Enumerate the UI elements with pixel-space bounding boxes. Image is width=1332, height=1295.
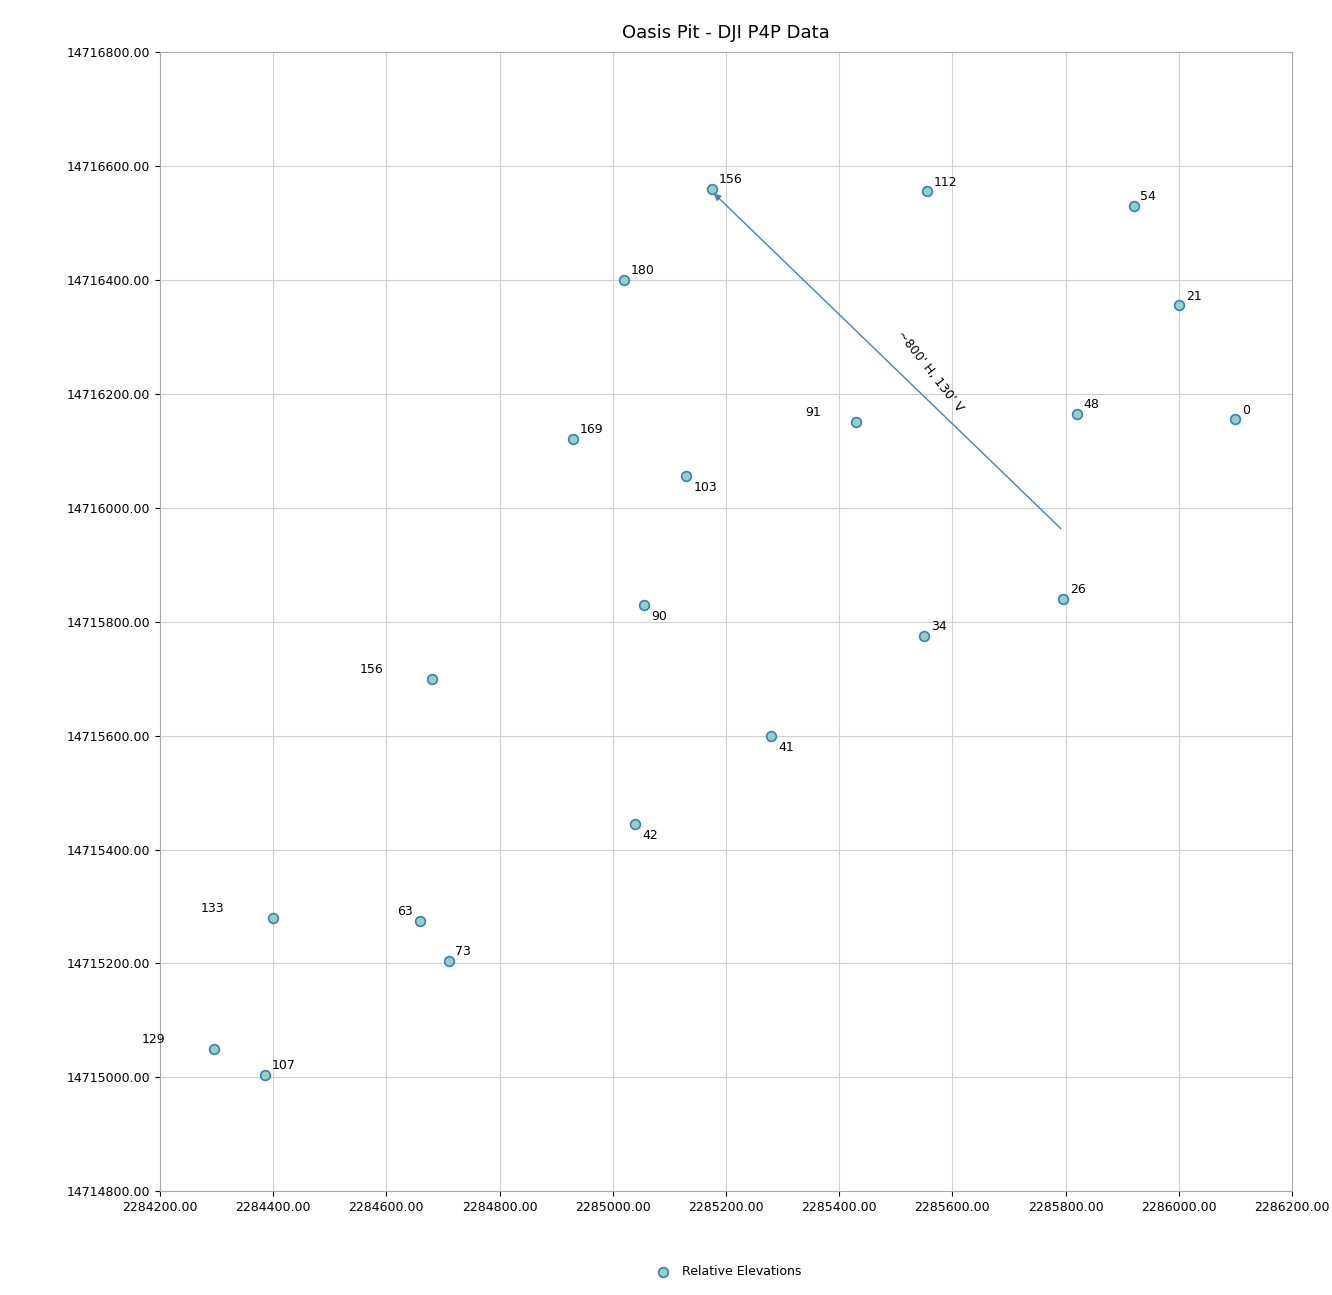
Point: [1067, 403, 1088, 423]
Text: 156: 156: [719, 172, 742, 185]
Text: 26: 26: [1070, 583, 1086, 596]
Text: 48: 48: [1084, 398, 1100, 411]
Point: [262, 908, 284, 929]
Text: 0: 0: [1243, 404, 1251, 417]
Legend: Relative Elevations: Relative Elevations: [646, 1260, 806, 1283]
Text: 180: 180: [631, 264, 655, 277]
Text: 112: 112: [934, 176, 958, 189]
Point: [1168, 295, 1189, 316]
Point: [614, 269, 635, 290]
Text: 133: 133: [201, 903, 225, 916]
Point: [916, 181, 938, 202]
Text: 54: 54: [1140, 190, 1156, 203]
Text: 156: 156: [360, 663, 384, 676]
Point: [410, 910, 432, 931]
Title: Oasis Pit - DJI P4P Data: Oasis Pit - DJI P4P Data: [622, 23, 830, 41]
Point: [625, 813, 646, 834]
Point: [1123, 196, 1144, 216]
Text: 21: 21: [1185, 290, 1201, 303]
Text: 107: 107: [272, 1059, 296, 1072]
Point: [438, 951, 460, 971]
Text: 91: 91: [806, 407, 822, 420]
Text: 42: 42: [642, 829, 658, 842]
Text: 73: 73: [456, 945, 472, 958]
Text: 34: 34: [931, 620, 947, 633]
Point: [761, 725, 782, 746]
Point: [562, 429, 583, 449]
Text: ~800' H, 130' V: ~800' H, 130' V: [894, 328, 966, 414]
Text: 90: 90: [651, 610, 667, 623]
Point: [1225, 409, 1247, 430]
Point: [701, 179, 722, 199]
Text: 103: 103: [693, 482, 717, 495]
Point: [675, 466, 697, 487]
Text: 41: 41: [778, 741, 794, 754]
Point: [914, 625, 935, 646]
Text: 169: 169: [579, 423, 603, 436]
Point: [846, 412, 867, 433]
Point: [202, 1039, 224, 1059]
Point: [633, 594, 654, 615]
Point: [421, 668, 442, 689]
Text: 129: 129: [141, 1033, 165, 1046]
Point: [254, 1064, 276, 1085]
Point: [1052, 588, 1074, 609]
Text: 63: 63: [397, 905, 413, 918]
